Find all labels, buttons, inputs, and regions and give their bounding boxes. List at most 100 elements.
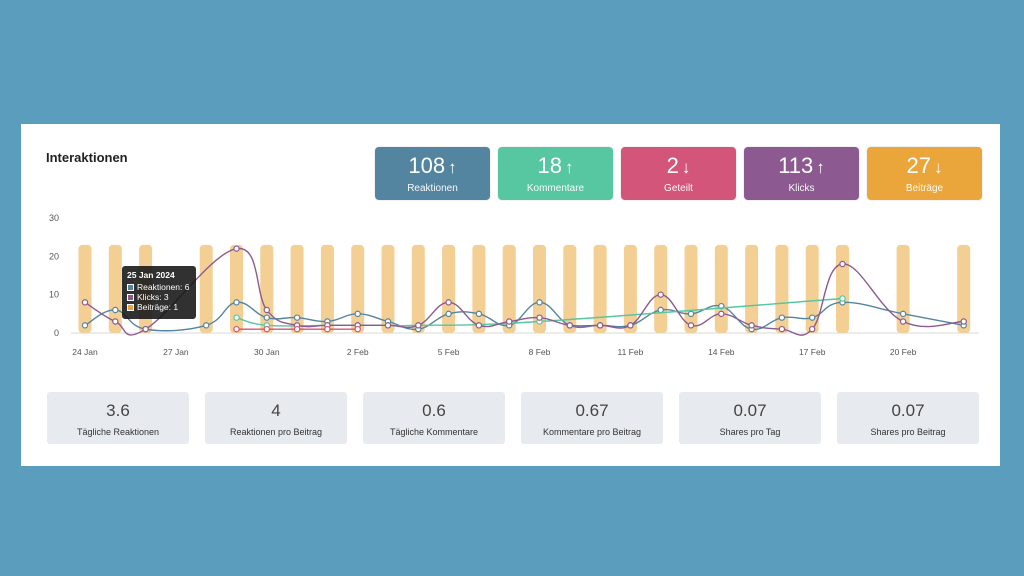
- point-reaktionen: [112, 306, 119, 314]
- bar-beitraege: [260, 244, 274, 333]
- stat-shares-pro-beitrag: 0.07 Shares pro Beitrag: [837, 392, 979, 444]
- stat-label: Kommentare pro Beitrag: [542, 427, 642, 437]
- kpi-label: Reaktionen: [407, 183, 458, 194]
- point-klicks: [687, 322, 695, 329]
- bar-beitraege: [290, 244, 304, 333]
- point-klicks: [142, 325, 149, 333]
- section-title: Interaktionen: [46, 150, 128, 165]
- point-klicks: [475, 322, 483, 329]
- stat-value: 0.67: [575, 401, 609, 420]
- bar-beitraege: [472, 244, 486, 333]
- stat-value: 3.6: [106, 401, 130, 420]
- arrow-up-icon: ↑: [564, 158, 574, 177]
- kpi-reaktionen[interactable]: 108 ↑ Reaktionen: [375, 147, 490, 200]
- tooltip-row: Reaktionen: 6: [127, 282, 191, 292]
- arrow-down-icon: ↓: [933, 158, 943, 177]
- bar-beitraege: [593, 244, 607, 333]
- x-tick-label: 20 Feb: [890, 347, 917, 357]
- legend-swatch: [127, 303, 134, 311]
- stat-value: 4: [271, 401, 281, 420]
- point-klicks: [263, 306, 270, 314]
- arrow-up-icon: ↑: [448, 158, 457, 177]
- tooltip-row-text: Reaktionen: 6: [137, 282, 190, 292]
- tooltip-row: Klicks: 3: [127, 292, 191, 302]
- point-klicks: [596, 322, 604, 329]
- point-klicks: [839, 260, 846, 268]
- interactions-card: Interaktionen 108 ↑ Reaktionen 18 ↑ Kommen…: [21, 124, 1000, 466]
- stat-reaktionen-pro-beitrag: 4 Reaktionen pro Beitrag: [205, 392, 347, 444]
- bar-beitraege: [563, 244, 577, 333]
- x-tick-label: 27 Jan: [163, 347, 189, 357]
- bar-beitraege: [623, 244, 637, 333]
- kpi-label: Geteilt: [664, 183, 693, 194]
- point-reaktionen: [81, 322, 89, 329]
- x-tick-label: 24 Jan: [72, 347, 98, 357]
- kpi-value: 108: [408, 153, 446, 178]
- point-reaktionen: [354, 310, 361, 318]
- bar-beitraege: [805, 244, 819, 333]
- point-geteilt: [233, 325, 240, 333]
- point-geteilt: [324, 325, 331, 333]
- bar-beitraege: [442, 244, 456, 333]
- tooltip-row: Beiträge: 1: [127, 302, 191, 312]
- bar-beitraege: [230, 244, 243, 333]
- kpi-value: 18: [537, 153, 562, 178]
- point-klicks: [506, 318, 513, 325]
- point-klicks: [718, 310, 725, 318]
- stat-label: Reaktionen pro Beitrag: [229, 427, 323, 437]
- kpi-value: 113: [778, 153, 814, 178]
- point-geteilt: [293, 325, 301, 333]
- kpi-label: Kommentare: [526, 183, 585, 194]
- point-klicks: [81, 299, 89, 306]
- bar-beitraege: [836, 244, 849, 333]
- stat-value: 0.6: [422, 401, 446, 420]
- point-kommentare: [839, 295, 846, 302]
- stat-kommentare-pro-beitrag: 0.67 Kommentare pro Beitrag: [521, 392, 663, 444]
- kpi-klicks[interactable]: 113 ↑ Klicks: [744, 147, 859, 200]
- kpi-value: 27: [906, 153, 931, 178]
- point-reaktionen: [475, 310, 483, 318]
- point-klicks: [384, 322, 392, 329]
- stat-label: Tägliche Reaktionen: [76, 427, 160, 437]
- bar-beitraege: [502, 244, 516, 333]
- point-reaktionen: [536, 299, 543, 306]
- bar-beitraege: [896, 244, 910, 333]
- point-reaktionen: [263, 314, 270, 321]
- point-klicks: [415, 322, 422, 329]
- point-klicks: [809, 325, 816, 333]
- point-reaktionen: [445, 310, 452, 318]
- bar-beitraege: [533, 244, 546, 333]
- stat-value: 0.07: [733, 401, 767, 420]
- arrow-down-icon: ↓: [681, 158, 691, 177]
- point-reaktionen: [657, 306, 664, 314]
- kpi-geteilt[interactable]: 2 ↓ Geteilt: [621, 147, 736, 200]
- kpi-kommentare[interactable]: 18 ↑ Kommentare: [498, 147, 613, 200]
- tooltip-row-text: Beiträge: 1: [137, 302, 179, 312]
- series-line-reaktionen: [84, 301, 964, 332]
- bar-beitraege: [684, 244, 698, 333]
- bar-beitraege: [351, 244, 365, 333]
- legend-swatch: [127, 293, 134, 301]
- point-klicks: [748, 322, 755, 329]
- kpi-label: Klicks: [788, 183, 815, 194]
- x-tick-label: 17 Feb: [799, 347, 826, 357]
- kpi-value: 2: [666, 153, 679, 178]
- x-tick-label: 30 Jan: [254, 347, 280, 357]
- y-tick-label: 30: [49, 213, 59, 223]
- stat-value: 0.07: [891, 401, 925, 420]
- point-reaktionen: [293, 314, 301, 321]
- kpi-label: Beiträge: [905, 183, 944, 194]
- arrow-up-icon: ↑: [816, 158, 825, 177]
- bar-beitraege: [654, 244, 668, 333]
- x-tick-label: 8 Feb: [529, 347, 551, 357]
- stat-label: Tägliche Kommentare: [389, 427, 479, 437]
- point-klicks: [778, 325, 786, 333]
- kpi-beitraege[interactable]: 27 ↓ Beiträge: [867, 147, 982, 200]
- point-klicks: [233, 245, 240, 252]
- y-tick-label: 10: [49, 290, 59, 300]
- x-tick-label: 2 Feb: [347, 347, 369, 357]
- stat-label: Shares pro Tag: [719, 427, 781, 437]
- bar-beitraege: [199, 244, 213, 333]
- stat-taegliche-reaktionen: 3.6 Tägliche Reaktionen: [47, 392, 189, 444]
- point-kommentare: [233, 314, 240, 321]
